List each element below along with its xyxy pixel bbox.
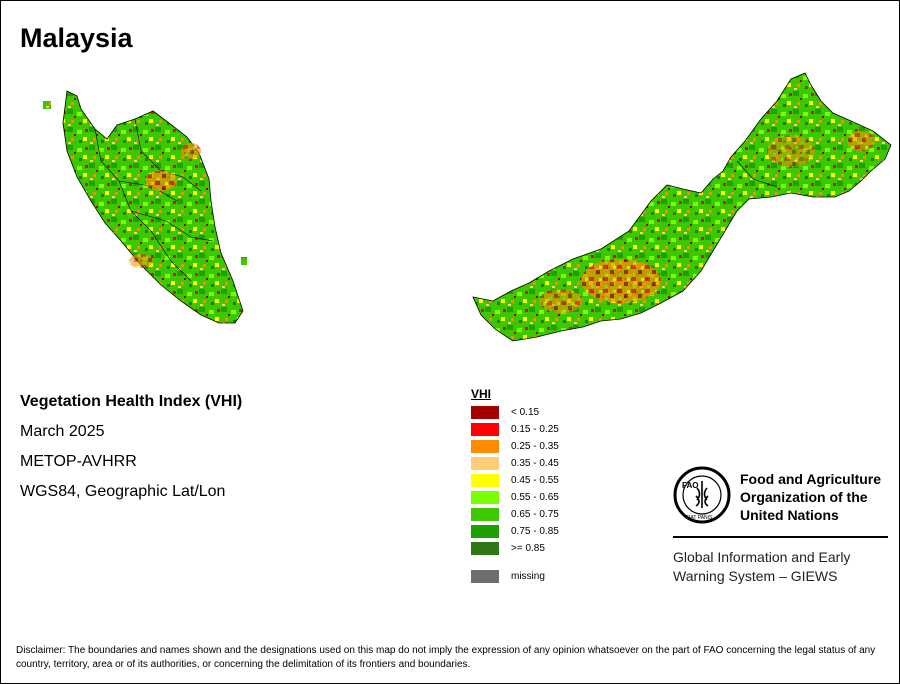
legend-swatch — [471, 525, 499, 538]
giews-line1: Global Information and Early — [673, 549, 851, 565]
east-malaysia-region — [472, 72, 892, 342]
legend-swatch — [471, 423, 499, 436]
vhi-map — [43, 72, 892, 342]
giews-label: Global Information and Early Warning Sys… — [673, 548, 893, 586]
sabah-sarawak-border — [736, 160, 778, 188]
legend-label: 0.25 - 0.35 — [511, 441, 559, 452]
legend-label: 0.65 - 0.75 — [511, 509, 559, 520]
legend-label: < 0.15 — [511, 407, 540, 418]
projection-label: WGS84, Geographic Lat/Lon — [20, 483, 226, 500]
legend-label-missing: missing — [511, 571, 545, 582]
legend-swatch — [471, 491, 499, 504]
fao-name-line2: Organization of the — [740, 489, 868, 505]
legend-label: 0.15 - 0.25 — [511, 424, 559, 435]
legend-label: 0.55 - 0.65 — [511, 492, 559, 503]
fao-logo-text: FAO — [682, 481, 698, 490]
fao-logo-icon: FAO FIAT PANIS — [673, 466, 731, 524]
legend-label: 0.45 - 0.55 — [511, 475, 559, 486]
legend-item: 0.25 - 0.35 — [471, 438, 559, 455]
legend-label: 0.35 - 0.45 — [511, 458, 559, 469]
legend-item: 0.55 - 0.65 — [471, 489, 559, 506]
legend-swatch — [471, 542, 499, 555]
disclaimer-text: Disclaimer: The boundaries and names sho… — [16, 645, 876, 670]
legend-label: >= 0.85 — [511, 543, 545, 554]
legend-swatch — [471, 406, 499, 419]
legend-item: < 0.15 — [471, 404, 559, 421]
legend-label: 0.75 - 0.85 — [511, 526, 559, 537]
legend-item-missing: missing — [471, 568, 559, 585]
legend-swatch — [471, 457, 499, 470]
fao-logo-motto: FIAT PANIS — [686, 515, 713, 521]
map-title: Malaysia — [20, 23, 133, 53]
sensor-label: METOP-AVHRR — [20, 453, 137, 470]
map-date: March 2025 — [20, 423, 105, 440]
vhi-legend: VHI < 0.15 0.15 - 0.25 0.25 - 0.35 0.35 - 0… — [471, 387, 559, 585]
langkawi-island — [43, 101, 51, 109]
fao-name-line3: United Nations — [740, 507, 839, 523]
legend-item: 0.45 - 0.55 — [471, 472, 559, 489]
peninsular-malaysia-region — [62, 90, 244, 324]
legend-swatch — [471, 440, 499, 453]
legend-item: 0.75 - 0.85 — [471, 523, 559, 540]
legend-item: 0.35 - 0.45 — [471, 455, 559, 472]
legend-item: 0.15 - 0.25 — [471, 421, 559, 438]
legend-swatch — [471, 508, 499, 521]
fao-name-line1: Food and Agriculture — [740, 471, 882, 487]
fao-divider — [673, 536, 888, 538]
tioman-island — [241, 257, 247, 265]
index-heading: Vegetation Health Index (VHI) — [20, 393, 243, 410]
fao-organization-name: Food and Agriculture Organization of the… — [740, 470, 900, 524]
legend-item: 0.65 - 0.75 — [471, 506, 559, 523]
legend-item: >= 0.85 — [471, 540, 559, 557]
giews-line2: Warning System – GIEWS — [673, 568, 838, 584]
map-info: Vegetation Health Index (VHI) March 2025… — [20, 392, 242, 512]
legend-swatch-missing — [471, 570, 499, 583]
legend-swatch — [471, 474, 499, 487]
legend-title: VHI — [471, 387, 492, 401]
